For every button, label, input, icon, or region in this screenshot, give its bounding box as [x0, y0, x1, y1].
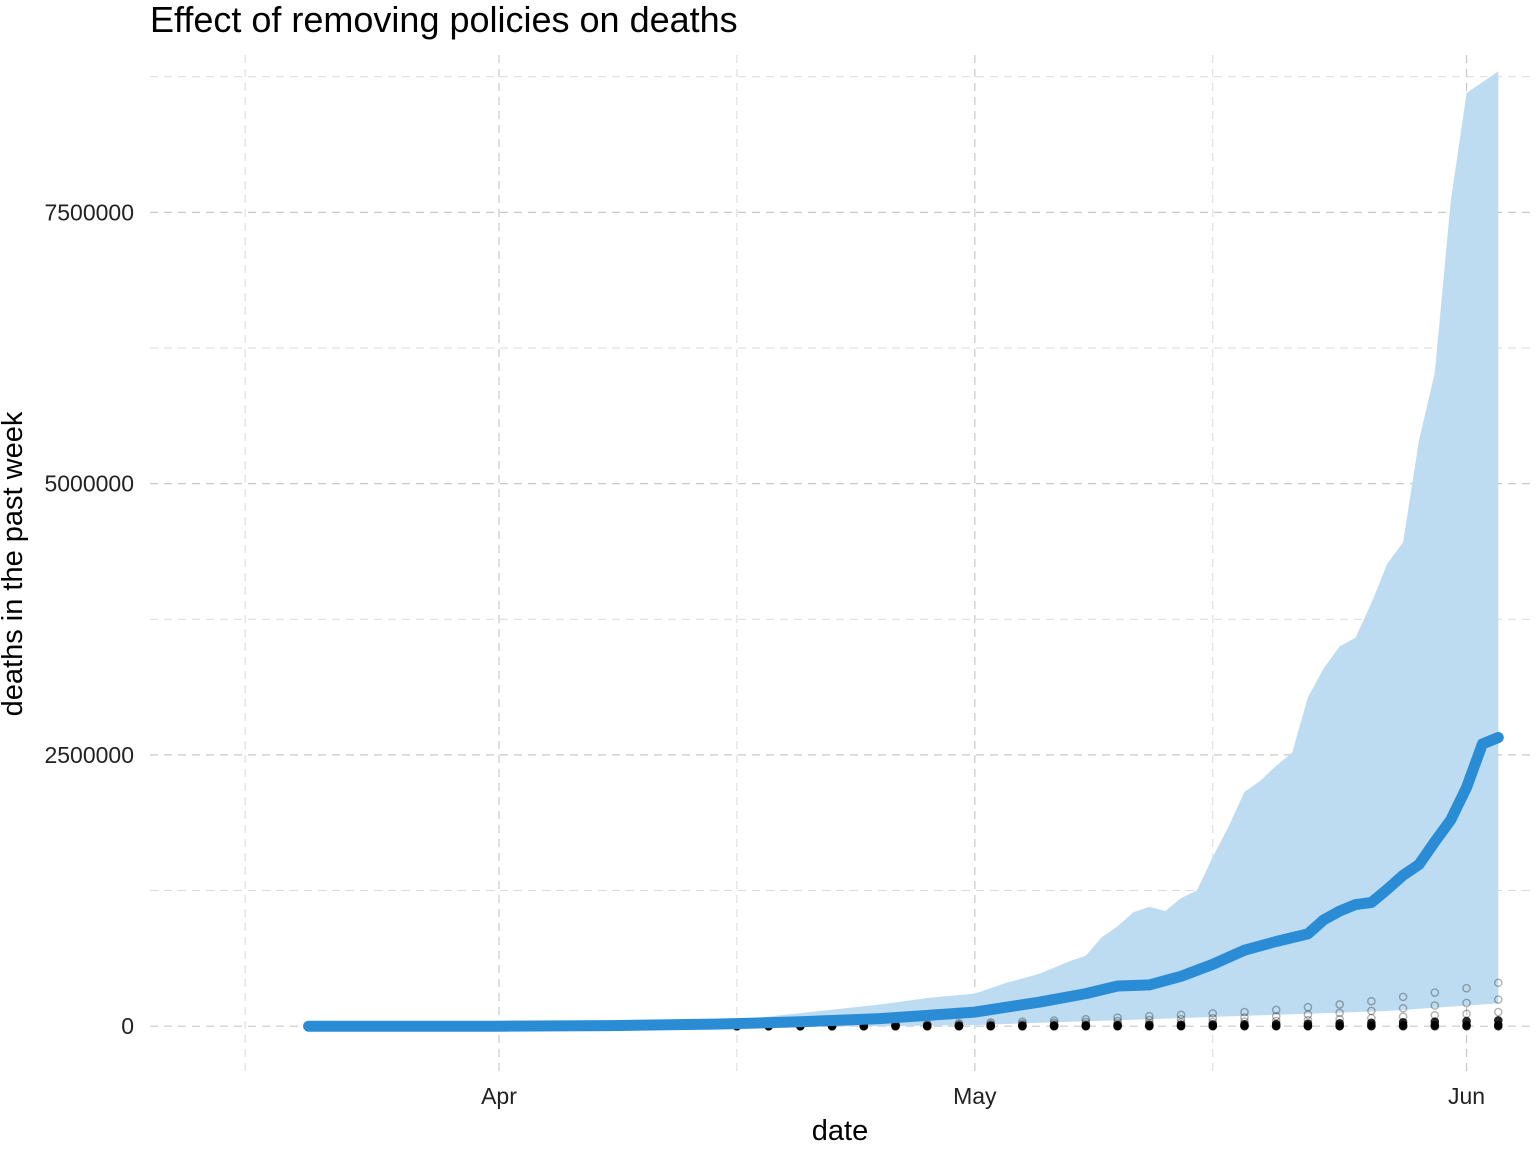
- point-112: [1303, 1010, 1313, 1019]
- point-57: [1018, 1020, 1027, 1029]
- point-77: [1113, 1013, 1122, 1023]
- uncertainty-band: [308, 71, 1499, 1027]
- point-88: [1176, 1014, 1186, 1024]
- point-47: [954, 1018, 964, 1028]
- x-tick-labels: Apr May Jun: [481, 1083, 1485, 1109]
- point-51: [986, 1020, 995, 1030]
- point-128: [1398, 1017, 1408, 1027]
- point-118: [1335, 1008, 1344, 1018]
- point-40: [922, 1020, 932, 1030]
- point-141: [1462, 1009, 1471, 1019]
- point-113: [1303, 1002, 1313, 1012]
- point-107: [1271, 1005, 1281, 1015]
- point-45: [954, 1020, 964, 1030]
- point-110: [1303, 1019, 1313, 1028]
- y-tick-label-2: 5000000: [44, 471, 134, 497]
- point-147: [1493, 1007, 1503, 1017]
- point-149: [1493, 978, 1503, 988]
- point-69: [1081, 1019, 1091, 1029]
- point-59: [1018, 1017, 1027, 1026]
- point-131: [1398, 992, 1408, 1002]
- point-86: [1176, 1020, 1186, 1029]
- point-38: [922, 1021, 932, 1031]
- point-111: [1303, 1015, 1313, 1025]
- point-142: [1462, 998, 1471, 1008]
- point-75: [1113, 1019, 1122, 1028]
- point-65: [1049, 1016, 1059, 1025]
- point-94: [1208, 1014, 1218, 1023]
- point-119: [1335, 1000, 1344, 1009]
- y-tick-label-3: 7500000: [44, 199, 134, 225]
- point-146: [1493, 1016, 1503, 1025]
- point-116: [1335, 1018, 1344, 1028]
- point-95: [1208, 1009, 1218, 1018]
- point-39: [922, 1021, 932, 1030]
- point-143: [1462, 983, 1471, 993]
- chart-title: Effect of removing policies on deaths: [150, 0, 738, 40]
- point-98: [1240, 1019, 1249, 1029]
- point-68: [1081, 1020, 1091, 1030]
- point-148: [1493, 995, 1503, 1004]
- point-46: [954, 1020, 964, 1029]
- y-axis-title: deaths in the past week: [0, 411, 29, 716]
- y-tick-label-0: 0: [121, 1013, 134, 1039]
- point-56: [1018, 1021, 1027, 1030]
- point-101: [1240, 1007, 1249, 1017]
- point-130: [1398, 1003, 1408, 1013]
- point-80: [1145, 1020, 1154, 1030]
- confidence-band: [308, 71, 1499, 1027]
- y-tick-label-1: 2500000: [44, 742, 134, 768]
- point-63: [1049, 1020, 1059, 1029]
- x-axis-title: date: [812, 1115, 868, 1147]
- point-52: [986, 1019, 995, 1029]
- point-106: [1271, 1011, 1281, 1021]
- point-93: [1208, 1017, 1218, 1027]
- point-136: [1430, 1001, 1440, 1010]
- point-135: [1430, 1010, 1440, 1020]
- point-50: [986, 1021, 995, 1030]
- point-89: [1176, 1010, 1186, 1020]
- mean-line: [303, 732, 1504, 1032]
- point-62: [1049, 1021, 1059, 1030]
- point-129: [1398, 1012, 1408, 1021]
- point-125: [1367, 996, 1376, 1006]
- point-87: [1176, 1018, 1186, 1027]
- point-76: [1113, 1016, 1122, 1026]
- point-124: [1367, 1006, 1376, 1016]
- point-53: [986, 1018, 995, 1027]
- point-58: [1018, 1019, 1027, 1028]
- point-64: [1049, 1018, 1059, 1028]
- point-70: [1081, 1017, 1091, 1027]
- point-92: [1208, 1020, 1218, 1029]
- point-83: [1145, 1011, 1154, 1021]
- point-104: [1271, 1019, 1281, 1029]
- point-74: [1113, 1020, 1122, 1030]
- point-122: [1367, 1018, 1376, 1028]
- point-81: [1145, 1018, 1154, 1028]
- point-137: [1430, 988, 1440, 997]
- point-44: [954, 1021, 964, 1031]
- point-100: [1240, 1013, 1249, 1022]
- x-tick-label-0: Apr: [481, 1083, 517, 1109]
- point-140: [1462, 1016, 1471, 1026]
- x-tick-label-1: May: [953, 1083, 997, 1109]
- point-99: [1240, 1017, 1249, 1026]
- point-82: [1145, 1015, 1154, 1025]
- point-117: [1335, 1014, 1344, 1024]
- y-tick-labels: 0 2500000 5000000 7500000: [44, 199, 134, 1039]
- point-71: [1081, 1014, 1091, 1024]
- point-105: [1271, 1016, 1281, 1026]
- x-tick-label-2: Jun: [1448, 1083, 1485, 1109]
- mean-line-path: [303, 732, 1504, 1032]
- point-123: [1367, 1013, 1376, 1023]
- point-134: [1430, 1017, 1440, 1026]
